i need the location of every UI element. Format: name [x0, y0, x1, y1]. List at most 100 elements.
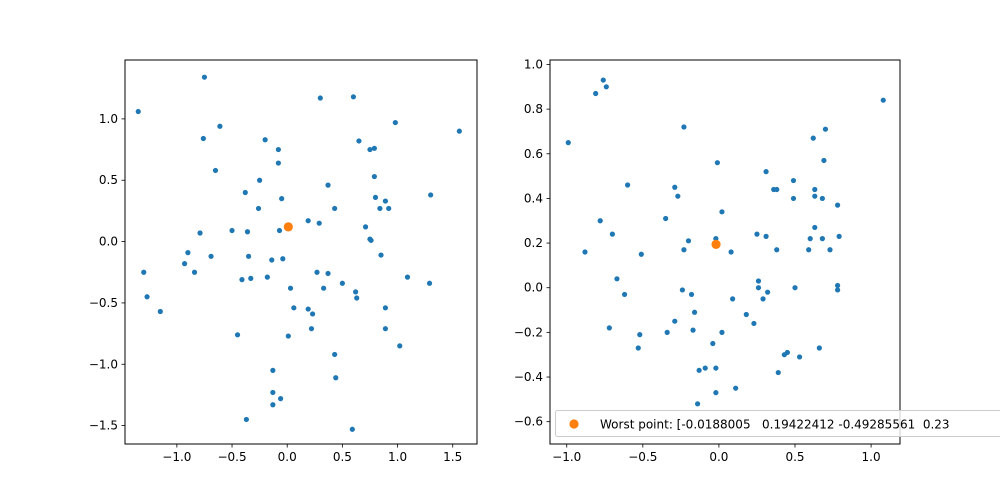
left-x-tick-label: −1.0: [162, 450, 191, 464]
left-data-point: [382, 198, 389, 204]
right-data-point: [880, 97, 886, 103]
right-data-point: [690, 327, 696, 333]
right-data-point: [763, 169, 769, 175]
left-data-point: [368, 237, 374, 243]
right-scatter-plot: −1.0 −0.5 0.0 0.5 1.0 −0.6 −0.4 −0.2 0.0 0.2 0.4 0.…: [514, 57, 901, 464]
right-data-point: [765, 289, 771, 295]
right-data-point: [812, 193, 818, 199]
left-worst-point: [283, 222, 293, 232]
left-x-tick-label: 1.0: [388, 450, 407, 464]
right-data-point: [836, 233, 842, 239]
right-data-point: [681, 247, 687, 253]
right-data-point: [625, 182, 631, 188]
left-data-point: [157, 308, 163, 315]
left-data-point: [234, 332, 241, 338]
right-data-point: [606, 325, 612, 331]
right-data-point: [822, 126, 829, 132]
right-data-point: [774, 186, 780, 193]
left-data-point: [277, 396, 284, 402]
right-y-tick-label: −0.2: [514, 325, 543, 339]
right-data-point: [675, 193, 681, 199]
right-data-point: [593, 90, 599, 97]
right-data-point: [621, 291, 628, 298]
left-data-point: [191, 269, 198, 275]
left-data-point: [404, 274, 411, 280]
left-data-point: [339, 280, 345, 286]
right-data-point: [790, 195, 797, 202]
left-data-point: [239, 277, 245, 283]
right-y-tick-label: 0.8: [524, 102, 543, 116]
right-data-point: [609, 231, 615, 237]
right-data-point: [565, 140, 571, 146]
left-scatter-plot: −1.0 −0.5 0.0 0.5 1.0 1.5 −1.5 −1.0 −0.5 0.0 0.5 1.…: [89, 59, 478, 464]
left-y-tick-label: 1.0: [99, 112, 118, 126]
left-data-point: [275, 146, 281, 153]
right-data-point: [702, 365, 708, 371]
right-data-point: [835, 287, 841, 293]
right-data-point: [763, 233, 769, 239]
right-data-point: [713, 365, 719, 371]
right-y-tick-label: −0.6: [514, 415, 543, 429]
left-data-point: [201, 74, 208, 80]
right-data-point: [603, 84, 609, 90]
right-x-tick-label: 0.0: [709, 450, 728, 464]
left-data-point: [208, 253, 214, 259]
left-data-point: [353, 289, 359, 295]
right-x-tick-label: 1.0: [862, 450, 881, 464]
right-data-point: [806, 247, 812, 253]
left-data-point: [141, 269, 147, 275]
right-data-point: [638, 251, 644, 257]
left-data-point: [349, 426, 355, 432]
left-data-point: [217, 123, 223, 129]
right-data-point: [810, 135, 816, 141]
right-data-point: [679, 287, 685, 293]
right-data-point: [755, 278, 762, 284]
right-data-point: [775, 369, 781, 376]
left-data-point: [245, 253, 252, 259]
left-data-point: [354, 295, 360, 301]
right-data-point: [821, 157, 827, 164]
left-data-point: [325, 270, 331, 277]
left-data-point: [386, 205, 392, 212]
right-data-point: [681, 124, 687, 130]
left-data-point: [308, 326, 315, 332]
left-x-tick-label: −0.5: [217, 450, 246, 464]
left-data-point: [305, 218, 311, 224]
left-data-point: [316, 220, 322, 226]
left-data-point: [321, 285, 327, 291]
left-data-point: [382, 326, 389, 332]
left-data-point: [185, 250, 191, 256]
right-data-point: [719, 209, 725, 215]
left-data-point: [279, 196, 285, 202]
right-data-point: [816, 345, 822, 351]
left-data-point: [262, 137, 268, 143]
left-data-point: [305, 306, 311, 312]
left-data-point: [426, 280, 433, 286]
left-data-point: [372, 194, 379, 201]
right-data-point: [597, 218, 603, 224]
right-worst-point: [711, 239, 721, 249]
left-data-point: [371, 173, 377, 180]
left-data-point: [144, 294, 150, 300]
right-x-tick-label: −1.0: [552, 450, 581, 464]
right-data-point: [790, 177, 797, 184]
right-data-point: [819, 236, 825, 242]
right-data-point: [672, 184, 678, 190]
left-data-point: [325, 182, 331, 188]
right-data-point: [743, 311, 749, 318]
right-data-point: [774, 247, 780, 253]
right-data-point: [614, 276, 620, 282]
right-data-point: [819, 195, 825, 202]
right-data-point: [710, 340, 716, 347]
right-axes-frame: [549, 59, 901, 445]
left-data-point: [333, 375, 339, 381]
left-data-point: [135, 108, 141, 115]
right-data-point: [713, 390, 719, 396]
right-data-point: [812, 224, 818, 231]
left-data-point: [264, 274, 270, 280]
right-data-point: [751, 320, 757, 327]
left-data-point: [242, 189, 248, 196]
left-data-point: [332, 351, 338, 358]
left-x-tick-label: 0.5: [333, 450, 352, 464]
right-x-tick-label: 0.5: [785, 450, 804, 464]
